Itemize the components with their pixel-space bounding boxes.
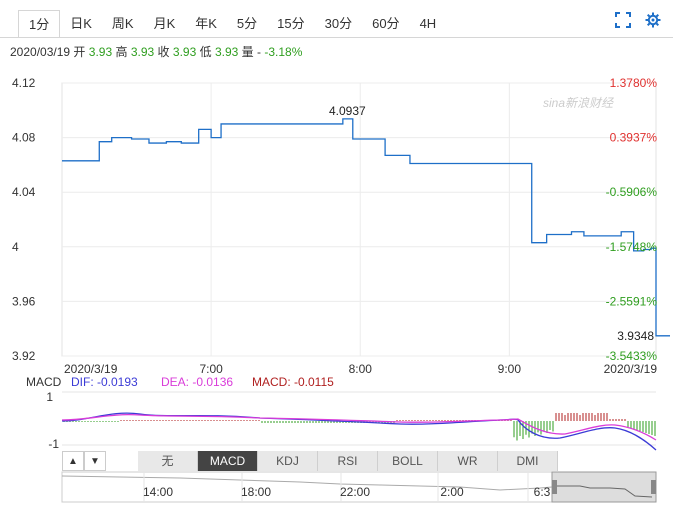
pct-tick-3: -1.5748%: [606, 240, 658, 254]
macd-title: MACD: [26, 375, 62, 389]
macd-tick-top: 1: [46, 390, 53, 404]
low-label: 低: [199, 45, 212, 59]
y-axis-labels: 4.12 4.08 4.04 4 3.96 3.92: [12, 76, 36, 363]
pct-tick-4: -2.5591%: [606, 294, 658, 308]
navigator-time-1: 18:00: [241, 485, 271, 499]
watermark: sina新浪财经: [543, 96, 615, 110]
indicator-button-4[interactable]: BOLL: [378, 451, 438, 471]
close-value: 3.93: [172, 45, 197, 59]
change-percent: -3.18%: [264, 45, 303, 59]
x-tick-2: 8:00: [349, 362, 373, 376]
dif-line: [61, 412, 657, 451]
navigator-series: [61, 475, 553, 491]
navigator-window-series: [556, 485, 653, 498]
period-tab-bar: 1分 日K 周K 月K 年K 5分 15分 30分 60分 4H: [0, 0, 673, 38]
min-label: 3.9348: [617, 329, 654, 343]
open-label: 开: [73, 45, 86, 59]
indicator-button-0[interactable]: 无: [138, 451, 198, 471]
dea-legend: DEA: -0.0136: [161, 375, 233, 389]
tab-3[interactable]: 月K: [153, 16, 176, 31]
volume-value: -: [257, 45, 262, 59]
percent-axis-labels: 1.3780% 0.3937% -0.5906% -1.5748% -2.5591% -3…: [606, 76, 658, 363]
pct-tick-5: -3.5433%: [606, 349, 658, 363]
gear-icon[interactable]: [645, 12, 661, 28]
indicator-button-1[interactable]: MACD: [198, 451, 258, 471]
tab-8[interactable]: 60分: [372, 16, 400, 31]
x-tick-3: 9:00: [498, 362, 522, 376]
navigator-time-2: 22:00: [340, 485, 370, 499]
x-tick-1: 7:00: [199, 362, 223, 376]
pct-tick-0: 1.3780%: [610, 76, 658, 90]
tab-2[interactable]: 周K: [111, 16, 134, 31]
y-tick-1: 4.08: [12, 131, 36, 145]
tab-6[interactable]: 15分: [277, 16, 305, 31]
indicator-button-5[interactable]: WR: [438, 451, 498, 471]
x-tick-4: 2020/3/19: [604, 362, 658, 376]
low-value: 3.93: [214, 45, 239, 59]
macd-legend: MACD: -0.0115: [252, 375, 334, 389]
high-value: 3.93: [130, 45, 155, 59]
y-tick-2: 4.04: [12, 185, 36, 199]
navigator-time-3: 2:00: [440, 485, 464, 499]
pct-tick-2: -0.5906%: [606, 185, 658, 199]
dea-line: [61, 413, 657, 441]
navigator-time-labels: 14:00 18:00 22:00 2:00 6:3: [143, 472, 551, 502]
navigator-left-handle[interactable]: [552, 480, 557, 494]
navigator: 14:00 18:00 22:00 2:00 6:3: [61, 471, 657, 503]
tab-0[interactable]: 1分: [18, 10, 61, 38]
indicator-buttons: 无 MACD KDJ RSI BOLL WR DMI: [138, 451, 558, 471]
high-label: 高: [115, 45, 128, 59]
macd-tick-bottom: -1: [48, 437, 59, 451]
tab-1[interactable]: 日K: [70, 16, 92, 31]
annotations: 4.0937 3.9348: [329, 104, 654, 343]
y-tick-5: 3.92: [12, 349, 36, 363]
tab-5[interactable]: 5分: [236, 16, 258, 31]
x-tick-0: 2020/3/19: [64, 362, 118, 376]
fullscreen-icon[interactable]: [615, 12, 631, 28]
indicator-button-3[interactable]: RSI: [318, 451, 378, 471]
pct-tick-1: 0.3937%: [610, 131, 658, 145]
navigator-right-handle[interactable]: [651, 480, 656, 494]
tab-4[interactable]: 年K: [195, 16, 217, 31]
indicator-button-6[interactable]: DMI: [498, 451, 558, 471]
indicator-toolbar: ▲ ▼ 无 MACD KDJ RSI BOLL WR DMI: [62, 451, 558, 471]
dif-legend: DIF: -0.0193: [71, 375, 138, 389]
max-label: 4.0937: [329, 104, 366, 118]
tab-7[interactable]: 30分: [324, 16, 353, 31]
navigator-time-0: 14:00: [143, 485, 173, 499]
volume-label: 量: [241, 45, 254, 59]
y-tick-4: 3.96: [12, 294, 36, 308]
triangle-up-icon[interactable]: ▲: [62, 451, 84, 471]
plot-frame: [61, 82, 657, 357]
close-label: 收: [157, 45, 170, 59]
tab-9[interactable]: 4H: [419, 16, 437, 31]
open-value: 3.93: [88, 45, 113, 59]
navigator-window[interactable]: [551, 471, 657, 503]
price-line: [62, 118, 670, 337]
quote-date: 2020/03/19: [10, 45, 71, 59]
triangle-down-icon[interactable]: ▼: [84, 451, 106, 471]
price-series: [62, 118, 670, 337]
quote-info-bar: 2020/03/19 开 3.93 高 3.93 收 3.93 低 3.93 量…: [10, 43, 302, 60]
indicator-button-2[interactable]: KDJ: [258, 451, 318, 471]
grid-lines: [61, 82, 657, 357]
macd-panel: MACD DIF: -0.0193 DEA: -0.0136 MACD: -0.…: [26, 375, 657, 451]
period-tabs: 1分 日K 周K 月K 年K 5分 15分 30分 60分 4H: [18, 10, 446, 38]
y-tick-0: 4.12: [12, 76, 36, 90]
tab-underline: [0, 37, 673, 38]
navigator-time-4: 6:3: [534, 485, 551, 499]
y-tick-3: 4: [12, 240, 19, 254]
x-axis-labels: 2020/3/19 7:00 8:00 9:00 2020/3/19: [64, 362, 657, 376]
